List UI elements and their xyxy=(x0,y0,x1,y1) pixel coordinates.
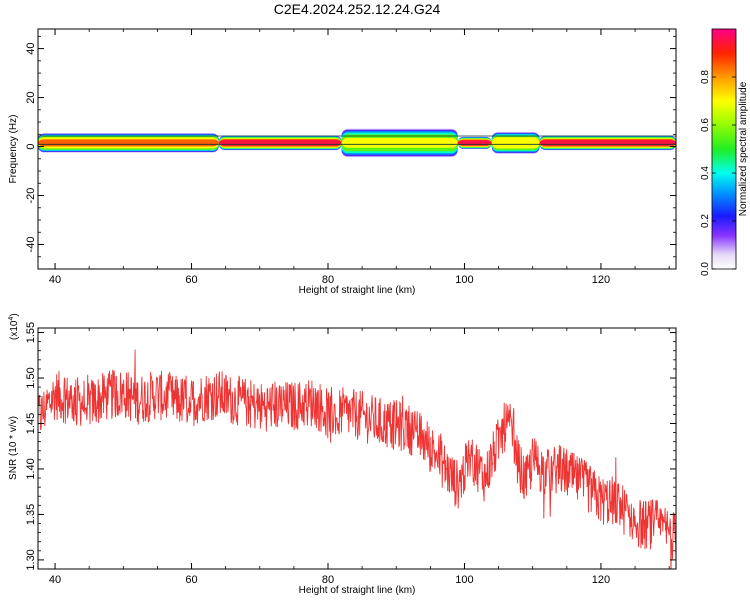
colorbar-tick-label: 0.2 xyxy=(700,214,711,228)
x-tick-label: 40 xyxy=(49,574,61,586)
band-level xyxy=(341,137,458,148)
band-level xyxy=(218,140,342,146)
y-tick-label: 1.45 xyxy=(25,413,37,434)
colorbar-ticks: 0.0 0.2 0.4 0.6 0.8 xyxy=(700,70,736,276)
colorbar-tick-label: 0.6 xyxy=(700,118,711,132)
band-segment xyxy=(539,135,676,151)
spectrogram-panel: 40 60 80 100 120 40 20 0 -20 -40 Height of strai… xyxy=(8,28,677,296)
svg-text:(x104): (x104) xyxy=(8,313,20,340)
band-level xyxy=(491,137,540,149)
colorbar-tick-label: 0.8 xyxy=(700,70,711,84)
band-level xyxy=(38,139,219,147)
y-tick-label: 0 xyxy=(25,143,37,149)
spectrogram-x-ticks: 40 60 80 100 120 xyxy=(49,29,670,286)
colorbar: 0.0 0.2 0.4 0.6 0.8 Normalized spectral ampl… xyxy=(700,28,749,276)
band-level xyxy=(539,140,676,146)
band-segment xyxy=(491,132,540,154)
x-tick-label: 120 xyxy=(592,274,610,286)
band-segment xyxy=(457,136,492,149)
spectrogram-y-ticks: 40 20 0 -20 -40 xyxy=(25,35,676,258)
y-tick-label: -40 xyxy=(25,237,37,253)
colorbar-gradient xyxy=(711,28,737,270)
colorbar-label: Normalized spectral amplitude xyxy=(738,81,749,216)
band-segment xyxy=(341,128,458,158)
y-tick-label: 1.30 xyxy=(25,549,37,570)
snr-plot-area xyxy=(38,328,676,569)
y-tick-label: 1.50 xyxy=(25,367,37,388)
colorbar-tick-label: 0.0 xyxy=(700,262,711,276)
y-tick-label: -20 xyxy=(25,188,37,204)
snr-y-multiplier: (x104) xyxy=(8,313,20,340)
x-tick-label: 120 xyxy=(592,574,610,586)
x-tick-label: 100 xyxy=(455,574,473,586)
spectrogram-x-axis-label: Height of straight line (km) xyxy=(299,285,416,296)
x-tick-label: 100 xyxy=(455,274,473,286)
snr-series-line xyxy=(38,349,676,569)
x-tick-label: 60 xyxy=(185,274,197,286)
spectrogram-y-axis-label: Frequency (Hz) xyxy=(8,115,19,184)
band-segment xyxy=(218,135,342,151)
figure-title: C2E4.2024.252.12.24.G24 xyxy=(274,1,441,17)
band-segment xyxy=(38,133,219,153)
snr-x-ticks: 40 60 80 100 120 xyxy=(49,328,670,586)
x-tick-label: 60 xyxy=(185,574,197,586)
y-tick-label: 1.40 xyxy=(25,458,37,479)
y-tick-label: 20 xyxy=(25,91,37,103)
x-tick-label: 80 xyxy=(322,574,334,586)
x-tick-label: 40 xyxy=(49,274,61,286)
x-tick-label: 80 xyxy=(322,274,334,286)
y-tick-label: 1.35 xyxy=(25,504,37,525)
spectrogram-band xyxy=(38,128,676,158)
snr-y-axis-label: SNR (10 * v/v) xyxy=(8,416,19,480)
snr-x-axis-label: Height of straight line (km) xyxy=(299,585,416,596)
snr-y-ticks: 1.55 1.50 1.45 1.40 1.35 1.30 xyxy=(25,322,676,571)
y-tick-label: 1.55 xyxy=(25,322,37,343)
y-tick-label: 40 xyxy=(25,42,37,54)
snr-panel: 40 60 80 100 120 1.55 1.50 1.45 1.40 1.35 1.30 He… xyxy=(8,313,677,596)
colorbar-tick-label: 0.4 xyxy=(700,166,711,180)
